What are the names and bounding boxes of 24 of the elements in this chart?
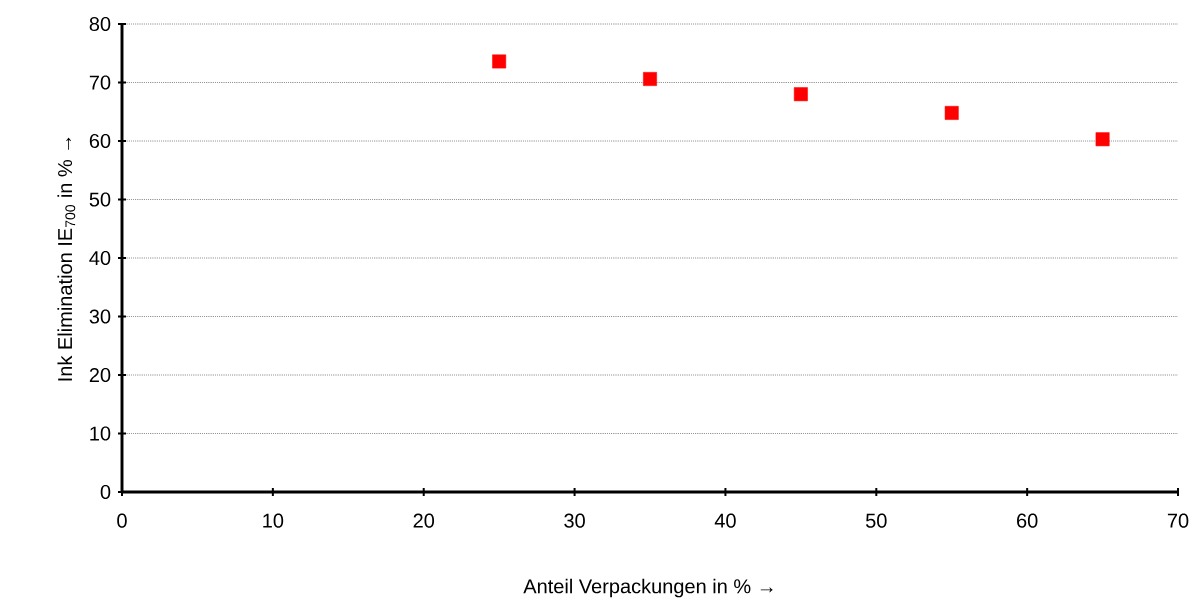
x-tick-label: 20 — [413, 513, 435, 528]
point — [1095, 132, 1110, 147]
x-tick-label: 70 — [1167, 513, 1189, 528]
x-tick-label: 60 — [1017, 513, 1038, 528]
y-tick-label: 0 — [100, 484, 111, 500]
x-axis-title: Anteil Verpackungen in % → — [523, 578, 773, 598]
y-tick-label: 10 — [90, 426, 111, 441]
point — [643, 72, 657, 86]
point — [492, 54, 507, 69]
y-tick-label: 30 — [89, 309, 111, 324]
x-tick-label: 30 — [564, 513, 585, 528]
y-tick-label: 80 — [89, 16, 111, 32]
x-tick-label: 10 — [263, 513, 284, 528]
y-axis-title: Ink Elimination IE$_{700}$ in % → — [57, 137, 76, 381]
point — [793, 87, 808, 102]
y-tick-label: 20 — [89, 367, 111, 383]
x-tick-label: 0 — [117, 513, 127, 528]
y-tick-label: 50 — [89, 192, 111, 207]
y-tick-label: 60 — [89, 133, 111, 149]
x-tick-label: 50 — [865, 513, 887, 528]
x-tick-label: 40 — [714, 513, 736, 528]
point — [944, 105, 959, 120]
y-tick-label: 40 — [89, 250, 111, 266]
y-tick-label: 70 — [89, 75, 111, 90]
